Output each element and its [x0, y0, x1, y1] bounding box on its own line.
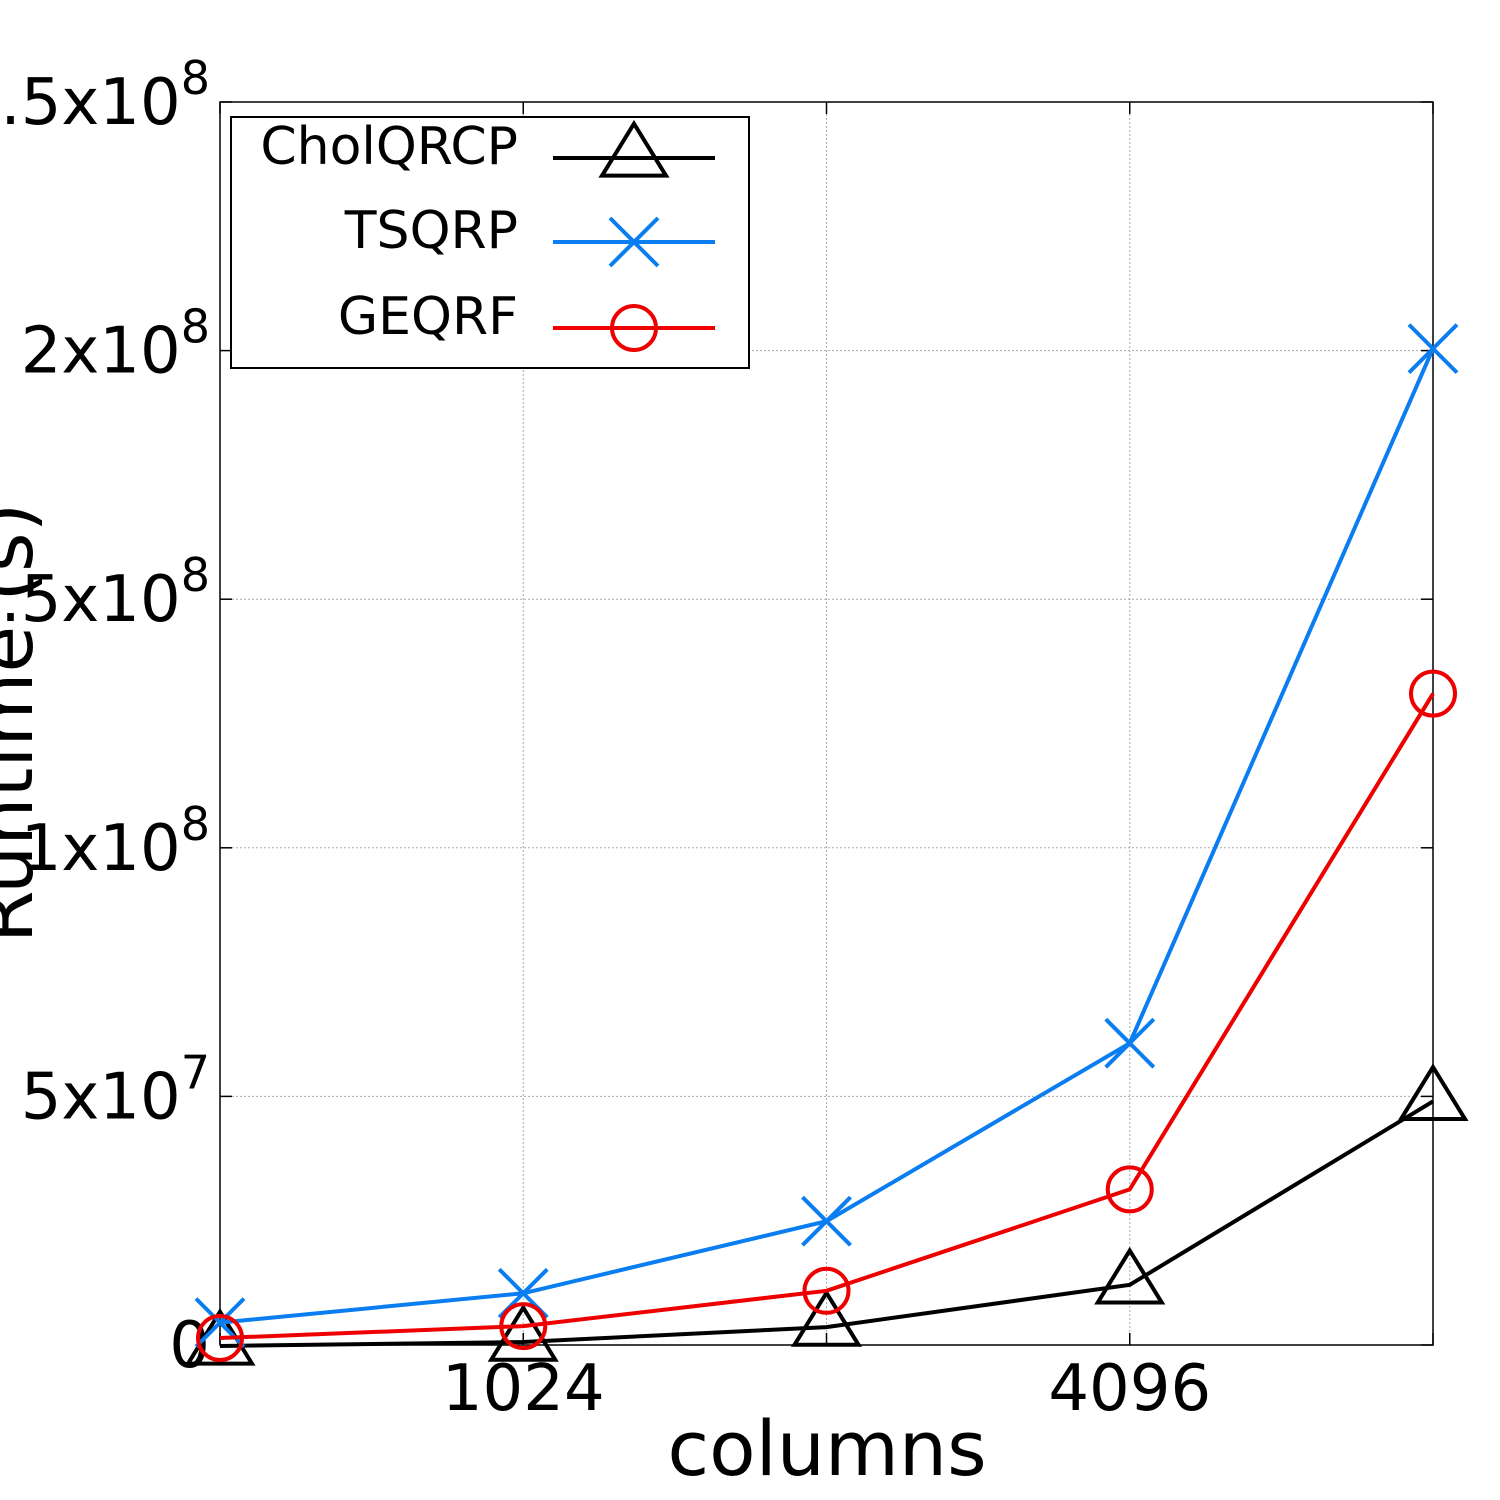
x-tick-labels: 1024 4096	[442, 1352, 1211, 1426]
tsqrp-point	[1407, 323, 1459, 375]
legend-entry-tsqrp: TSQRP	[344, 201, 715, 268]
geqrf-point	[802, 1266, 851, 1315]
tsqrp-point	[1104, 1017, 1156, 1069]
cross-stroke	[194, 1297, 246, 1349]
geqrf-point	[196, 1314, 244, 1363]
cross-stroke	[1407, 323, 1459, 375]
y-tick-label: 2x108	[21, 300, 210, 389]
cholqrcp-point	[790, 1288, 863, 1347]
legend-entry-cholqrcp: CholQRCP	[260, 117, 715, 178]
geqrf-point	[1409, 669, 1457, 718]
cholqrcp-line	[219, 1099, 1435, 1348]
cross-stroke	[801, 1195, 852, 1247]
cross-stroke	[1104, 1017, 1156, 1069]
legend-label: GEQRF	[338, 287, 518, 347]
tsqrp-point	[801, 1195, 852, 1247]
y-tick-label: 5x107	[21, 1045, 210, 1134]
cholqrcp-point	[1094, 1246, 1166, 1305]
geqrf-point	[1105, 1165, 1154, 1214]
legend-entry-geqrf: GEQRF	[338, 287, 715, 352]
y-tick-label: 1x108	[21, 797, 210, 886]
cholqrcp-point	[1397, 1063, 1469, 1122]
x-axis-label: columns	[667, 1404, 986, 1493]
y-axis-label: Runtime (s)	[0, 503, 50, 944]
series-layer	[184, 323, 1469, 1366]
series-geqrf	[196, 669, 1457, 1363]
geqrf-line	[219, 692, 1435, 1341]
series-cholqrcp	[184, 1063, 1469, 1366]
cholqrcp-point	[487, 1303, 559, 1362]
legend: CholQRCP TSQRP GEQRF	[230, 116, 750, 369]
y-tick-labels: 0 5x107 1x108 1.5x108 2x108 2.5x108	[0, 51, 210, 1383]
x-tick-label: 4096	[1048, 1352, 1211, 1426]
y-tick-label: 2.5x108	[0, 51, 210, 140]
x-tick-label: 1024	[442, 1352, 605, 1426]
cross-stroke	[608, 216, 660, 268]
geqrf-point	[499, 1302, 548, 1351]
legend-marker	[598, 119, 670, 178]
legend-marker	[610, 304, 658, 352]
legend-marker	[608, 216, 660, 268]
y-tick-label: 1.5x108	[0, 548, 210, 637]
y-tick-label: 0	[169, 1309, 210, 1383]
legend-label: CholQRCP	[260, 117, 518, 177]
grid-lines	[220, 102, 1433, 1345]
legend-label: TSQRP	[344, 201, 518, 261]
